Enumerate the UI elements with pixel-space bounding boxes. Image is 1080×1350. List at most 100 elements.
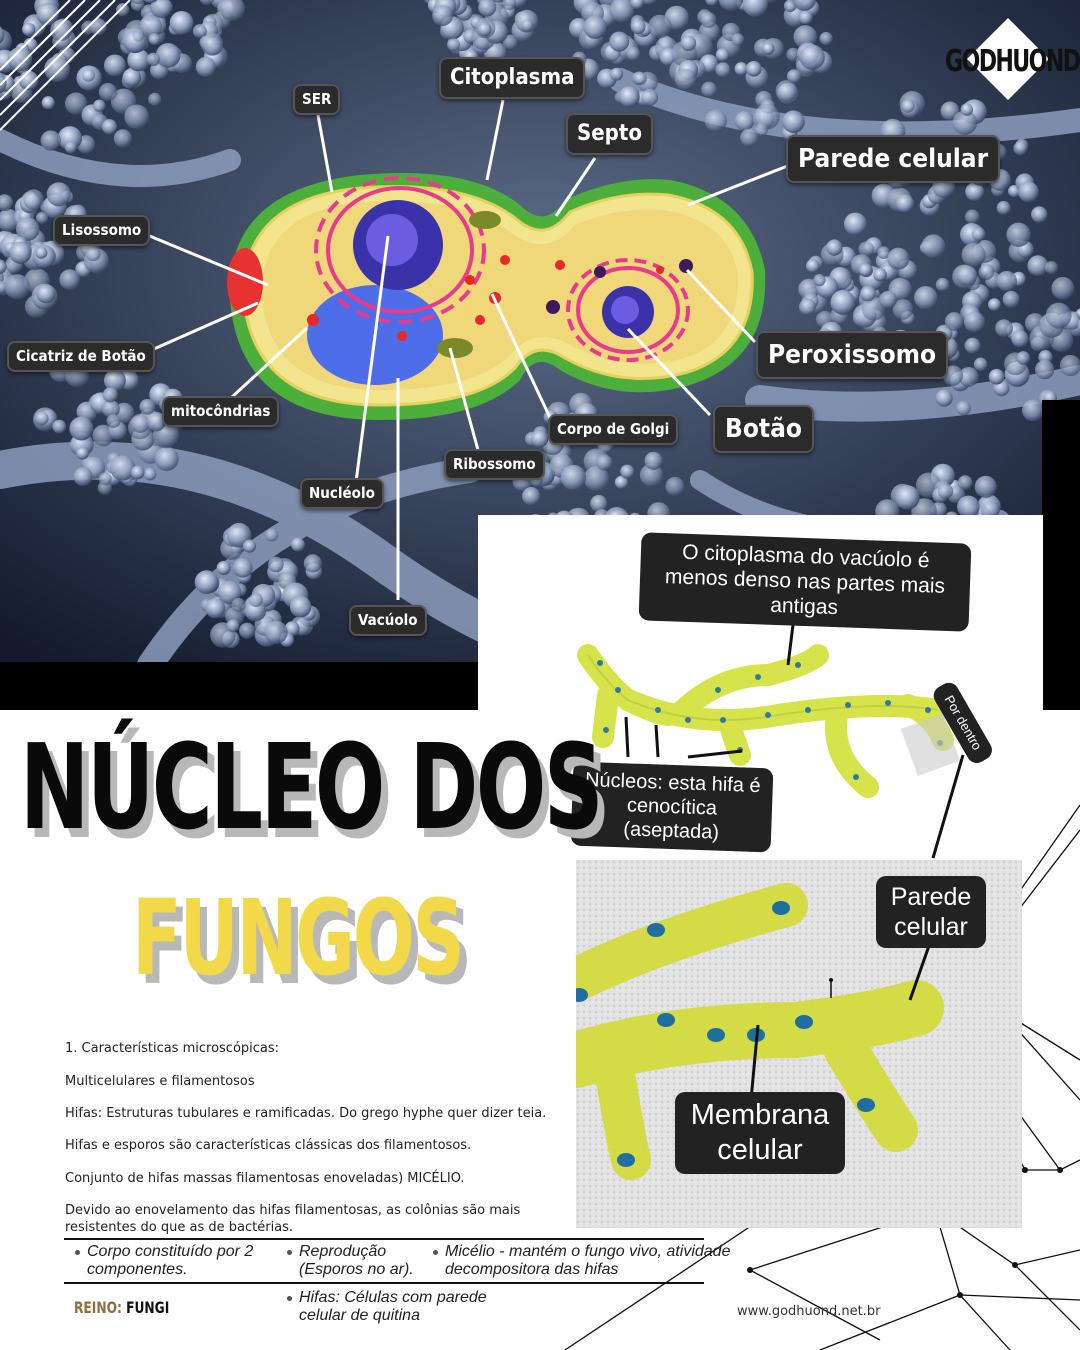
spore-dot xyxy=(960,103,974,116)
spore-dot xyxy=(740,128,759,147)
website-url[interactable]: www.godhuond.net.br xyxy=(737,1304,881,1319)
spore-dot xyxy=(680,35,697,51)
spore-dot xyxy=(1034,360,1055,380)
reino-value: FUNGI xyxy=(126,1298,170,1317)
label-vacuolo: Vacúolo xyxy=(349,605,427,636)
spore-dot xyxy=(957,475,973,490)
spore-dot xyxy=(102,400,120,418)
spore-dot xyxy=(895,485,920,510)
spore-dot xyxy=(76,446,89,460)
spore-dot xyxy=(303,554,322,573)
spore-dot xyxy=(609,31,630,52)
bullet-4-text: Hifas: Células com parede celular de qui… xyxy=(299,1289,487,1325)
spore-dot xyxy=(478,0,497,17)
spore-dot xyxy=(861,296,886,321)
spore-dot xyxy=(639,0,658,5)
spore-dot xyxy=(1077,318,1080,333)
title-line2: FUNGOS xyxy=(132,877,465,999)
spore-dot xyxy=(447,38,460,52)
spore-dot xyxy=(98,472,112,486)
spore-dot xyxy=(1027,255,1049,277)
spore-dot xyxy=(583,465,609,492)
spore-dot xyxy=(718,0,744,11)
spore-dot xyxy=(1013,141,1028,156)
spore-dot xyxy=(35,246,48,259)
spore-dot xyxy=(877,246,890,259)
spore-dot xyxy=(963,311,985,333)
spore-dot xyxy=(596,454,613,471)
spore-dot xyxy=(1006,222,1031,247)
spore-dot xyxy=(81,68,96,82)
spore-dot xyxy=(139,398,156,415)
spore-dot xyxy=(648,14,672,39)
spore-dot xyxy=(1022,399,1044,422)
spore-dot xyxy=(219,0,245,22)
spore-dot xyxy=(609,67,624,81)
bullet-4: Hifas: Células com parede celular de qui… xyxy=(287,1289,529,1326)
spore-dot xyxy=(944,312,964,331)
spore-dot xyxy=(583,15,607,39)
spore-dot xyxy=(123,30,147,54)
spore-dot xyxy=(783,0,797,13)
black-band xyxy=(0,662,480,710)
spore-dot xyxy=(502,0,517,11)
spore-dot xyxy=(858,263,872,277)
spore-dot xyxy=(634,72,648,86)
spore-dot xyxy=(154,446,179,471)
spore-dot xyxy=(964,337,981,354)
spore-dot xyxy=(192,24,207,39)
spore-dot xyxy=(734,111,755,131)
spore-dot xyxy=(0,194,14,212)
spore-dot xyxy=(248,592,263,608)
spore-dot xyxy=(36,2,59,26)
label-peroxissomo: Peroxissomo xyxy=(756,331,949,379)
spore-dot xyxy=(130,465,145,480)
spore-dot xyxy=(734,62,748,76)
spore-dot xyxy=(106,414,121,429)
divider-top xyxy=(64,1238,704,1240)
spore-dot xyxy=(892,299,914,320)
text-p3: Hifas: Estruturas tubulares e ramificada… xyxy=(65,1106,547,1121)
spore-dot xyxy=(242,539,257,553)
spore-dot xyxy=(64,141,77,154)
title-line1: NÚCLEO DOS xyxy=(20,718,604,856)
spore-dot xyxy=(775,80,798,102)
spore-dot xyxy=(130,0,147,5)
spore-dot xyxy=(901,99,915,113)
label-nucleolo: Nucléolo xyxy=(300,478,384,509)
spore-dot xyxy=(731,33,745,46)
spore-dot xyxy=(958,366,979,387)
spore-dot xyxy=(52,419,67,434)
nucleolus xyxy=(366,214,418,266)
brand-logo-text: GODHUOND xyxy=(945,44,1080,79)
spore-dot xyxy=(146,52,160,67)
spore-dot xyxy=(609,0,635,23)
spore-dot xyxy=(1044,261,1059,275)
spore-dot xyxy=(971,227,986,241)
spore-dot xyxy=(7,46,33,72)
spore-dot xyxy=(15,217,40,241)
spore-dot xyxy=(98,82,118,102)
spore-dot xyxy=(59,269,81,290)
reino-label: REINO: xyxy=(74,1298,122,1317)
label-ser: SER xyxy=(293,84,341,115)
spore-dot xyxy=(36,284,56,304)
bullet-2: Reprodução (Esporos no ar). xyxy=(287,1243,439,1280)
spore-dot xyxy=(995,319,1013,338)
spore-dot xyxy=(965,209,980,225)
spore-dot xyxy=(700,12,717,28)
spore-dot xyxy=(217,580,242,605)
label-cicatriz: Cicatriz de Botão xyxy=(7,341,155,372)
spore-dot xyxy=(9,241,32,264)
spore-dot xyxy=(122,68,142,87)
spore-dot xyxy=(978,264,995,280)
label-ribossomo: Ribossomo xyxy=(444,449,545,480)
text-p5: Conjunto de hifas massas filamentosas en… xyxy=(65,1171,465,1186)
spore-dot xyxy=(244,599,267,622)
spore-dot xyxy=(169,10,194,35)
label-parede-celular: Parede celular xyxy=(786,135,1001,183)
spore-dot xyxy=(762,42,775,55)
spore-dot xyxy=(1045,302,1072,329)
spore-dot xyxy=(614,475,629,490)
spore-dot xyxy=(792,0,817,11)
